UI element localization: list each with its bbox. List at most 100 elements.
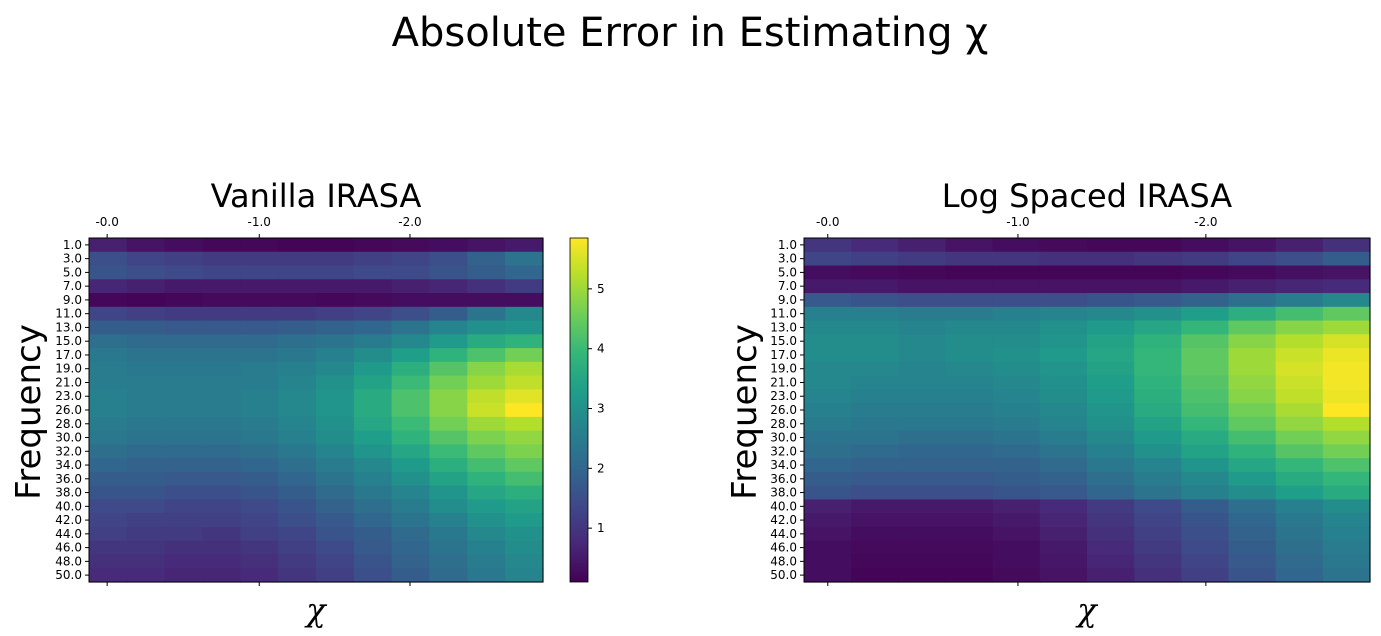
y-tick-label: 48.0: [55, 554, 82, 568]
heatmap-cell: [1228, 499, 1277, 514]
heatmap-cell: [391, 513, 431, 528]
heatmap-cell: [240, 389, 279, 404]
heatmap-cell: [1322, 361, 1371, 377]
heatmap-cell: [851, 320, 899, 335]
heatmap-cell: [1134, 458, 1182, 473]
heatmap-cell: [945, 499, 994, 514]
heatmap-cell: [1039, 403, 1088, 418]
heatmap-cell: [804, 293, 852, 308]
heatmap-cell: [467, 499, 506, 514]
heatmap-cell: [1322, 238, 1371, 253]
heatmap-cell: [278, 334, 317, 349]
heatmap-cell: [316, 375, 355, 390]
heatmap-cell: [505, 485, 544, 501]
heatmap-cell: [316, 403, 355, 418]
x-tick-label: -2.0: [1194, 215, 1217, 229]
heatmap-cell: [89, 334, 128, 349]
heatmap-cell: [391, 251, 431, 267]
heatmap-cell: [164, 251, 204, 267]
heatmap-cell: [992, 348, 1041, 363]
heatmap-cell: [1275, 499, 1324, 514]
heatmap-cell: [353, 471, 393, 487]
heatmap-cell: [505, 430, 544, 445]
heatmap-cell: [1275, 293, 1324, 308]
heatmap-cell: [1322, 306, 1371, 322]
colorbar-tick-label: 2: [597, 461, 605, 475]
heatmap-cell: [851, 238, 899, 253]
heatmap-cell: [429, 471, 468, 487]
heatmap-cell: [278, 403, 317, 418]
figure-title: Absolute Error in Estimating χ: [392, 10, 989, 56]
heatmap-cell: [89, 251, 128, 267]
log-spaced-irasa-heatmap: [804, 238, 1371, 583]
heatmap-cell: [505, 251, 544, 267]
heatmap-cell: [1134, 334, 1182, 349]
heatmap-cell: [353, 238, 393, 253]
heatmap-cell: [316, 499, 355, 514]
heatmap-cell: [1275, 389, 1324, 404]
heatmap-cell: [1228, 389, 1277, 404]
heatmap-cell: [1228, 375, 1277, 390]
heatmap-cell: [1087, 279, 1135, 294]
heatmap-cell: [316, 251, 355, 267]
heatmap-cell: [353, 265, 393, 280]
heatmap-cell: [804, 279, 852, 294]
heatmap-cell: [804, 251, 852, 267]
heatmap-cell: [126, 499, 166, 514]
heatmap-cell: [89, 444, 128, 459]
heatmap-cell: [1087, 444, 1135, 459]
y-tick-label: 42.0: [770, 513, 797, 527]
heatmap-cell: [278, 499, 317, 514]
heatmap-cell: [804, 513, 852, 528]
heatmap-cell: [851, 430, 899, 445]
heatmap-cell: [804, 306, 852, 322]
heatmap-cell: [429, 444, 468, 459]
heatmap-cell: [992, 265, 1041, 280]
heatmap-cell: [126, 513, 166, 528]
heatmap-cell: [202, 499, 241, 514]
heatmap-cell: [240, 361, 279, 377]
heatmap-cell: [1134, 471, 1182, 487]
colorbar: 1 2 3 4 5: [569, 237, 605, 583]
heatmap-cell: [1181, 251, 1230, 267]
heatmap-cell: [1181, 320, 1230, 335]
heatmap-cell: [505, 306, 544, 322]
heatmap-cell: [1275, 458, 1324, 473]
heatmap-cell: [164, 430, 204, 445]
heatmap-cell: [391, 375, 431, 390]
y-tick-label: 36.0: [770, 472, 797, 486]
heatmap-cell: [1087, 526, 1135, 542]
heatmap-cell: [202, 334, 241, 349]
y-tick-label: 21.0: [770, 375, 797, 389]
heatmap-cell: [126, 416, 166, 432]
heatmap-cell: [1087, 251, 1135, 267]
heatmap-cell: [1087, 361, 1135, 377]
heatmap-cell: [945, 334, 994, 349]
heatmap-cell: [945, 471, 994, 487]
heatmap-cell: [278, 279, 317, 294]
heatmap-cell: [391, 485, 431, 501]
heatmap-cell: [1134, 306, 1182, 322]
heatmap-cell: [945, 568, 994, 583]
heatmap-cell: [429, 568, 468, 583]
heatmap-cell: [505, 471, 544, 487]
heatmap-cell: [278, 265, 317, 280]
heatmap-cell: [164, 471, 204, 487]
heatmap-cell: [851, 403, 899, 418]
heatmap-cell: [89, 513, 128, 528]
heatmap-cell: [316, 444, 355, 459]
heatmap-cell: [945, 513, 994, 528]
heatmap-cell: [1322, 375, 1371, 390]
heatmap-cell: [89, 320, 128, 335]
heatmap-cell: [1181, 361, 1230, 377]
heatmap-cell: [126, 348, 166, 363]
heatmap-cell: [1087, 238, 1135, 253]
heatmap-cell: [240, 513, 279, 528]
y-tick-label: 9.0: [778, 293, 797, 307]
heatmap-cell: [1039, 265, 1088, 280]
heatmap-cell: [278, 375, 317, 390]
heatmap-cell: [945, 416, 994, 432]
heatmap-cell: [164, 320, 204, 335]
heatmap-cell: [898, 251, 947, 267]
heatmap-cell: [126, 389, 166, 404]
